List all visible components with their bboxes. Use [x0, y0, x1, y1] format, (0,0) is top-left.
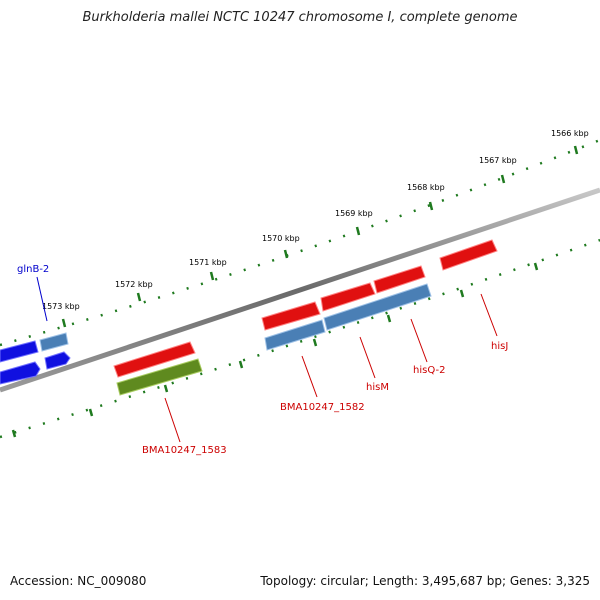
top-strand-features [113, 239, 498, 378]
gene-feature-c[interactable] [264, 319, 326, 351]
scale-label-1568: 1568 kbp [407, 183, 445, 192]
gene-feature-a[interactable] [261, 301, 321, 331]
leader-hisQ [410, 318, 428, 363]
bottom-strand-features [39, 283, 432, 396]
genome-summary-text: Topology: circular; Length: 3,495,687 bp… [260, 574, 590, 588]
gene-label-hisQ[interactable]: hisQ-2 [413, 365, 445, 376]
gene-feature-glnB[interactable] [0, 340, 39, 363]
leader-bma1583 [164, 397, 181, 443]
accession-text: Accession: NC_009080 [10, 574, 147, 588]
leader-hisM [359, 336, 376, 379]
leader-glnB [36, 276, 48, 322]
scale-label-1573: 1573 kbp [42, 302, 80, 311]
gene-feature-hisQ[interactable] [373, 265, 426, 294]
inner-tick-f [163, 384, 169, 393]
scale-label-1571: 1571 kbp [189, 258, 227, 267]
gene-label-glnB[interactable]: glnB-2 [17, 264, 49, 275]
gene-feature-bma1583[interactable] [116, 358, 203, 396]
inner-tick-h [11, 429, 17, 438]
tick-1573 [61, 318, 67, 328]
map-title: Burkholderia mallei NCTC 10247 chromosom… [82, 10, 518, 25]
gene-feature-b[interactable] [113, 341, 196, 378]
tick-1570 [283, 249, 289, 259]
tick-1567 [500, 174, 506, 184]
tick-1566 [573, 145, 579, 155]
inner-tick-e [238, 360, 244, 369]
tick-1568 [428, 201, 434, 211]
gene-label-bma1582[interactable]: BMA10247_1582 [280, 402, 365, 413]
outer-major-ticks [61, 145, 579, 328]
tick-1569 [355, 226, 361, 236]
blue-features [0, 340, 71, 385]
gene-feature-hisJ[interactable] [439, 239, 498, 271]
tick-1572 [136, 292, 142, 302]
scale-label-1570: 1570 kbp [262, 234, 300, 243]
inner-tick-b [459, 289, 465, 298]
gene-label-hisJ[interactable]: hisJ [491, 341, 508, 352]
leader-hisJ [480, 293, 498, 337]
gene-feature-e[interactable] [0, 361, 41, 385]
inner-tick-d [312, 338, 318, 347]
leader-bma1582 [301, 355, 318, 398]
inner-tick-g [88, 408, 94, 417]
gene-feature-d[interactable] [39, 332, 69, 352]
gene-label-hisM[interactable]: hisM [366, 382, 389, 393]
inner-tick-a [533, 262, 539, 271]
scale-label-1569: 1569 kbp [335, 209, 373, 218]
label-leaders [36, 276, 498, 443]
inner-major-ticks [11, 262, 539, 438]
gene-feature-f[interactable] [44, 351, 71, 370]
gene-feature-hisM[interactable] [320, 282, 376, 312]
inner-tick-c [386, 314, 392, 323]
scale-label-1566: 1566 kbp [551, 129, 589, 138]
tick-1571 [209, 271, 215, 281]
gene-feature-bma1582[interactable] [323, 283, 432, 331]
chromosome-backbone [0, 187, 600, 393]
scale-label-1567: 1567 kbp [479, 156, 517, 165]
scale-label-1572: 1572 kbp [115, 280, 153, 289]
gene-label-bma1583[interactable]: BMA10247_1583 [142, 445, 227, 456]
